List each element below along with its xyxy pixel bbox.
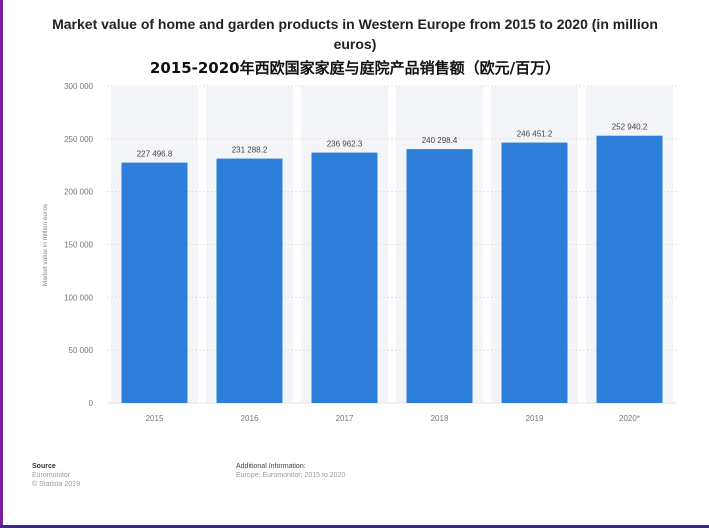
- bars: [121, 135, 663, 404]
- bar: [121, 162, 188, 403]
- x-tick-label: 2016: [241, 414, 259, 423]
- bar: [311, 152, 378, 403]
- value-label: 231 288.2: [232, 146, 268, 155]
- y-tick-label: 150 000: [64, 241, 93, 250]
- source-line-2: © Statista 2019: [32, 481, 80, 488]
- x-tick-label: 2018: [431, 414, 449, 423]
- value-label: 246 451.2: [517, 130, 553, 139]
- x-tick-label: 2020*: [619, 414, 640, 423]
- y-tick-label: 0: [89, 399, 94, 408]
- y-tick-label: 300 000: [64, 82, 93, 91]
- x-tick-label: 2017: [336, 414, 354, 423]
- bar: [596, 135, 663, 404]
- bottom-accent-border: [0, 525, 709, 528]
- value-label: 252 940.2: [612, 123, 648, 132]
- x-tick-label: 2015: [146, 414, 164, 423]
- value-labels: 227 496.8 231 288.2 236 962.3 240 298.4 246 …: [137, 123, 648, 159]
- gridlines: [107, 85, 677, 404]
- y-tick-label: 200 000: [64, 188, 93, 197]
- source-heading: Source: [32, 463, 56, 470]
- y-tick-label: 50 000: [69, 346, 94, 355]
- chart-title: Market value of home and garden products…: [52, 16, 658, 52]
- bar: [501, 142, 568, 403]
- y-tick-label: 100 000: [64, 293, 93, 302]
- bar-chart: 0 50 000 100 000 150 000 200 000 250 000 300 0…: [42, 82, 677, 423]
- info-heading: Additional Information:: [236, 463, 306, 470]
- bar: [216, 158, 283, 403]
- footer-additional-info: Additional Information: Europe; Euromoni…: [236, 462, 345, 480]
- info-line-1: Europe; Euromonitor; 2015 to 2020: [236, 472, 346, 479]
- left-accent-border: [0, 0, 3, 528]
- y-tick-label: 250 000: [64, 135, 93, 144]
- value-label: 240 298.4: [422, 136, 458, 145]
- x-axis-labels: 2015 2016 2017 2018 2019 2020*: [146, 414, 640, 423]
- y-axis-ticks: 0 50 000 100 000 150 000 200 000 250 000 300 0…: [64, 82, 93, 408]
- bar: [406, 149, 473, 403]
- chart-subtitle: 2015-2020年西欧国家家庭与庭院产品销售额（欧元/百万）: [149, 59, 561, 77]
- footer-source: Source Euromonitor © Statista 2019: [32, 462, 80, 489]
- value-label: 227 496.8: [137, 150, 173, 159]
- y-axis-label: Market value in million euros: [42, 203, 49, 286]
- source-line-1: Euromonitor: [32, 472, 71, 479]
- x-tick-label: 2019: [526, 414, 544, 423]
- value-label: 236 962.3: [327, 140, 363, 149]
